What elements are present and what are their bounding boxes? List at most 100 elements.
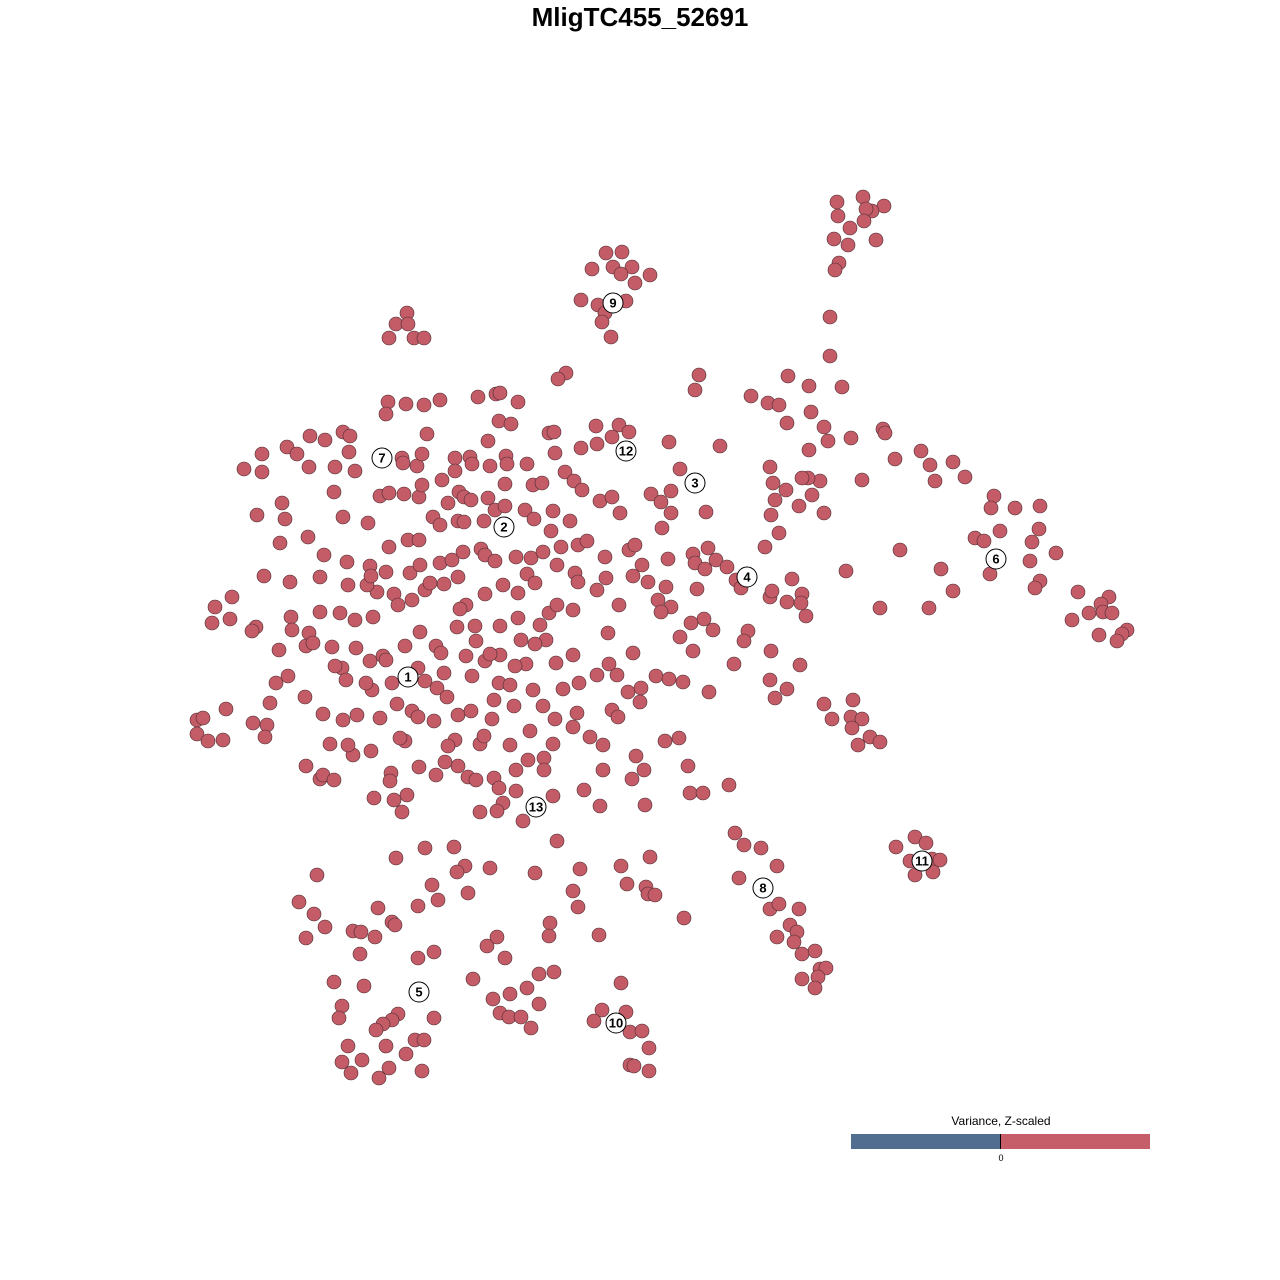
data-point: [598, 570, 614, 586]
data-point: [449, 864, 465, 880]
data-point: [340, 1038, 356, 1054]
points-layer: [189, 189, 1135, 1086]
data-point: [326, 484, 342, 500]
data-point: [589, 436, 605, 452]
data-point: [822, 348, 838, 364]
cluster-label-circle: [397, 666, 419, 688]
data-point: [397, 638, 413, 654]
data-point: [526, 511, 542, 527]
data-point: [495, 577, 511, 593]
data-point: [643, 486, 659, 502]
cluster-label-circle: [752, 877, 774, 899]
data-point: [595, 762, 611, 778]
data-point: [708, 552, 724, 568]
data-point: [829, 194, 845, 210]
data-point: [695, 785, 711, 801]
data-point: [400, 316, 416, 332]
data-point: [195, 710, 211, 726]
data-point: [315, 706, 331, 722]
data-point: [771, 397, 787, 413]
data-point: [613, 266, 629, 282]
data-point: [527, 865, 543, 881]
data-point: [513, 1009, 529, 1025]
data-point: [419, 426, 435, 442]
data-point: [254, 446, 270, 462]
data-point: [854, 472, 870, 488]
data-point: [491, 413, 507, 429]
data-point: [502, 677, 518, 693]
data-point: [334, 998, 350, 1014]
data-point: [424, 877, 440, 893]
data-point: [986, 488, 1002, 504]
data-point: [791, 498, 807, 514]
data-point: [822, 309, 838, 325]
data-point: [600, 625, 616, 641]
data-point: [535, 544, 551, 560]
data-point: [696, 611, 712, 627]
data-point: [661, 671, 677, 687]
cluster-label-9: 9: [602, 292, 624, 314]
data-point: [582, 729, 598, 745]
cluster-label-12: 12: [615, 440, 637, 462]
data-point: [450, 569, 466, 585]
data-point: [627, 275, 643, 291]
data-point: [506, 698, 522, 714]
data-point: [412, 557, 428, 573]
data-point: [637, 797, 653, 813]
data-point: [347, 463, 363, 479]
data-point: [291, 894, 307, 910]
data-point: [249, 507, 265, 523]
data-point: [456, 514, 472, 530]
data-point: [763, 643, 779, 659]
data-point: [658, 579, 674, 595]
data-point: [389, 696, 405, 712]
cluster-label-circle: [615, 440, 637, 462]
data-point: [548, 655, 564, 671]
data-point: [663, 483, 679, 499]
data-point: [579, 533, 595, 549]
data-point: [636, 762, 652, 778]
data-point: [510, 394, 526, 410]
data-point: [830, 208, 846, 224]
data-point: [545, 736, 561, 752]
data-point: [388, 850, 404, 866]
data-point: [647, 887, 663, 903]
data-point: [492, 618, 508, 634]
data-point: [604, 429, 620, 445]
data-point: [283, 609, 299, 625]
data-point: [302, 428, 318, 444]
data-point: [621, 424, 637, 440]
data-point: [508, 762, 524, 778]
data-point: [522, 723, 538, 739]
data-point: [348, 640, 364, 656]
data-point: [468, 772, 484, 788]
data-point: [352, 946, 368, 962]
data-point: [414, 477, 430, 493]
data-point: [525, 682, 541, 698]
data-point: [517, 502, 533, 518]
data-point: [378, 652, 394, 668]
data-point: [736, 837, 752, 853]
data-point: [660, 551, 676, 567]
data-point: [396, 486, 412, 502]
data-point: [378, 564, 394, 580]
data-point: [838, 563, 854, 579]
cluster-label-text: 3: [691, 476, 698, 491]
data-point: [612, 505, 628, 521]
cluster-label-13: 13: [525, 796, 547, 818]
data-point: [360, 515, 376, 531]
data-point: [492, 385, 508, 401]
cluster-label-circle: [602, 292, 624, 314]
data-point: [449, 619, 465, 635]
data-point: [411, 759, 427, 775]
data-point: [502, 986, 518, 1002]
data-point: [661, 434, 677, 450]
data-point: [547, 711, 563, 727]
data-point: [648, 668, 664, 684]
data-point: [545, 788, 561, 804]
data-point: [417, 840, 433, 856]
data-point: [382, 773, 398, 789]
data-point: [642, 849, 658, 865]
data-point: [794, 971, 810, 987]
data-point: [331, 1010, 347, 1026]
